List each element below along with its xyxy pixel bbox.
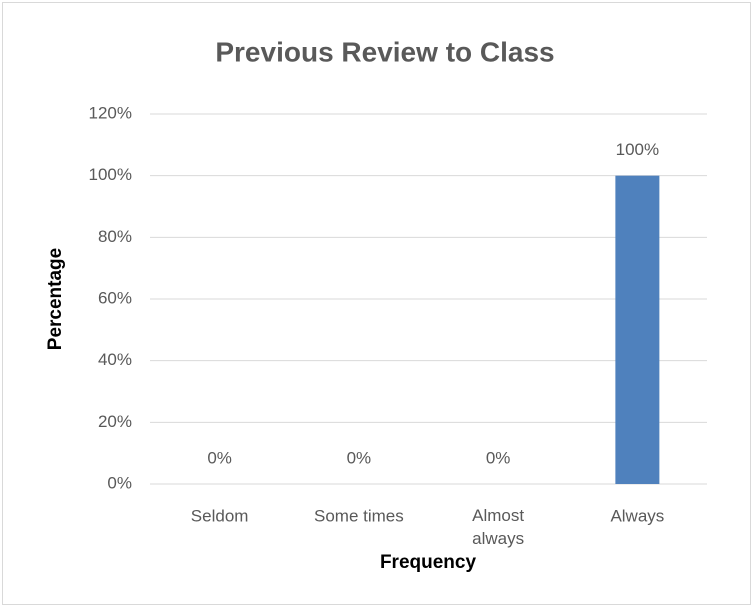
y-tick-label: 20%: [98, 412, 132, 431]
x-axis-label: Frequency: [380, 552, 477, 573]
y-tick-label: 100%: [89, 165, 132, 184]
value-label: 0%: [347, 448, 372, 467]
y-tick-label: 0%: [107, 473, 132, 492]
y-tick-label: 40%: [98, 350, 132, 369]
value-label: 100%: [616, 140, 659, 159]
y-tick-label: 80%: [98, 227, 132, 246]
x-tick-label: Seldom: [191, 506, 249, 525]
x-tick-label: Always: [610, 506, 664, 525]
value-label: 0%: [486, 448, 511, 467]
bar: [615, 175, 660, 484]
y-axis-label: Percentage: [45, 248, 66, 350]
value-label: 0%: [207, 448, 232, 467]
y-tick-label: 120%: [89, 103, 132, 122]
x-tick-label: Some times: [314, 506, 404, 525]
x-tick-label: Almost always: [472, 506, 524, 548]
chart-title: Previous Review to Class: [215, 36, 554, 67]
y-tick-label: 60%: [98, 288, 132, 307]
